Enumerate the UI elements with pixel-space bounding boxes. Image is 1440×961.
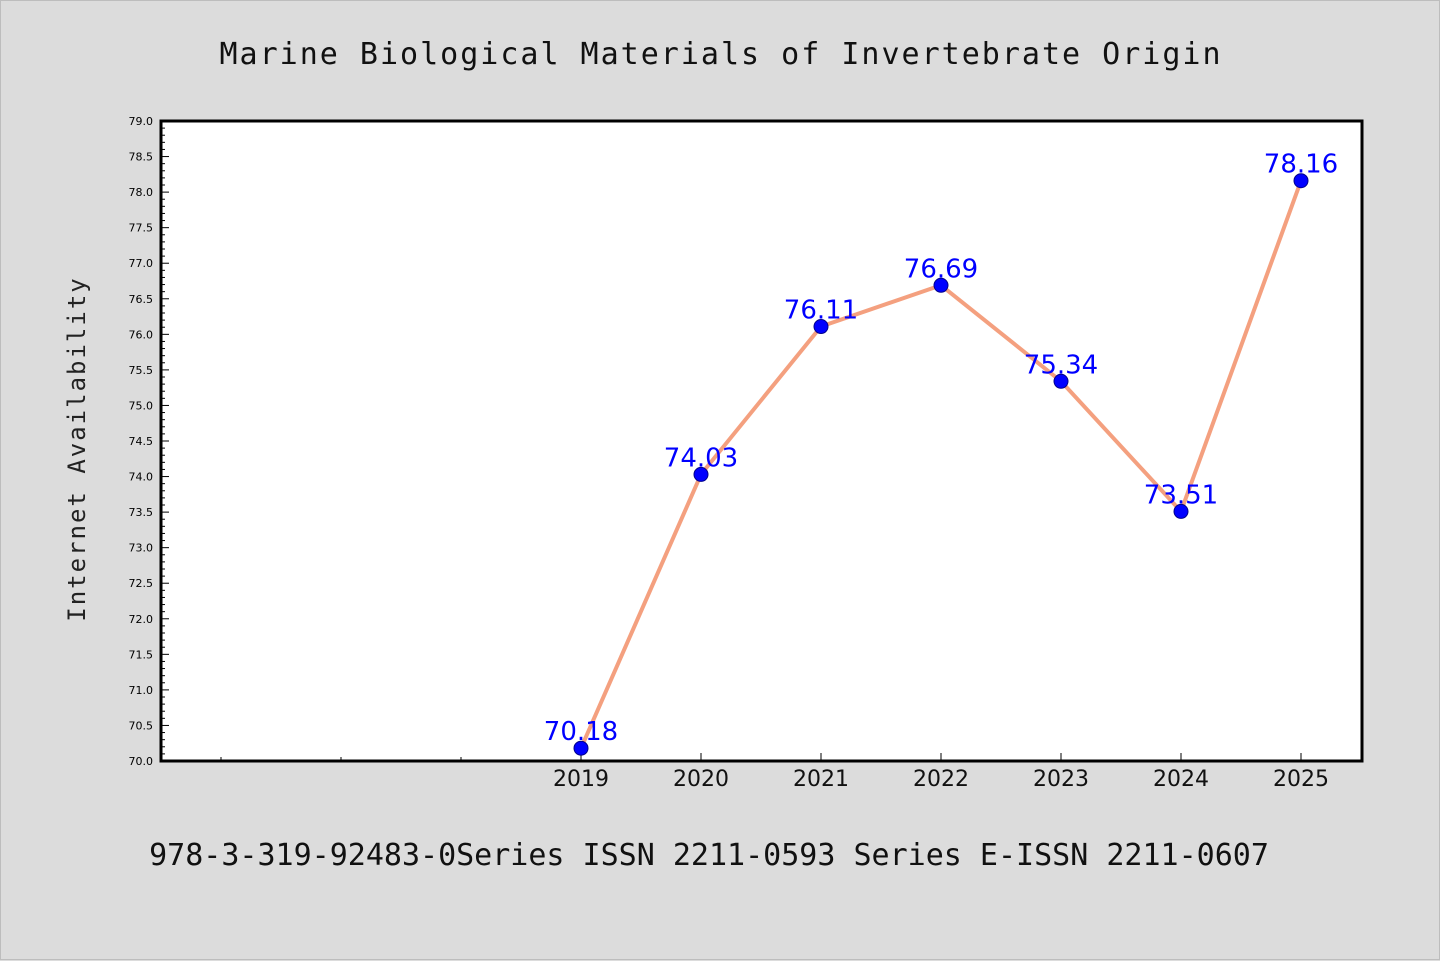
y-tick-label: 71.5: [129, 648, 154, 661]
data-label: 70.18: [544, 717, 618, 747]
y-tick-label: 76.0: [129, 328, 154, 341]
y-tick-label: 70.0: [129, 755, 154, 768]
series-line-group: [573, 173, 1309, 756]
data-point: [693, 466, 709, 482]
x-tick-label: 2021: [793, 767, 849, 792]
x-tick-label: 2019: [553, 767, 609, 792]
y-tick-label: 72.5: [129, 577, 154, 590]
footer-text: 978-3-319-92483-0Series ISSN 2211-0593 S…: [149, 838, 1269, 873]
y-tick-label: 73.5: [129, 506, 154, 519]
x-tick-label: 2025: [1273, 767, 1329, 792]
data-point: [933, 277, 949, 293]
data-point: [573, 740, 589, 756]
y-tick-label: 74.0: [129, 471, 154, 484]
data-point: [1293, 173, 1309, 189]
y-tick-label: 78.5: [129, 151, 154, 164]
y-tick-label: 70.5: [129, 719, 154, 732]
y-tick-label: 78.0: [129, 186, 154, 199]
data-point: [813, 319, 829, 335]
y-tick-label: 75.5: [129, 364, 154, 377]
data-point: [1053, 373, 1069, 389]
plot-area: [159, 119, 1364, 763]
y-tick-label: 76.5: [129, 293, 154, 306]
x-axis: 2019 2020 2021 2022 2023 2024 2025: [220, 753, 1329, 792]
y-tick-label: 71.0: [129, 684, 154, 697]
data-point: [1173, 503, 1189, 519]
y-axis: 70.0 70.5 71.0 71.5 72.0 72.5 73.0 73.5 74.0 74.5…: [129, 115, 169, 768]
x-tick-label: 2020: [673, 767, 729, 792]
data-label: 75.34: [1024, 350, 1098, 380]
data-label: 73.51: [1144, 480, 1218, 510]
y-axis-label: Internet Availability: [63, 276, 91, 621]
y-tick-label: 73.0: [129, 542, 154, 555]
x-tick-label: 2024: [1153, 767, 1209, 792]
y-tick-label: 74.5: [129, 435, 154, 448]
x-tick-label: 2023: [1033, 767, 1089, 792]
y-tick-label: 77.0: [129, 257, 154, 270]
y-tick-label: 79.0: [129, 115, 154, 128]
y-tick-label: 75.0: [129, 399, 154, 412]
data-label: 74.03: [664, 443, 738, 473]
y-tick-label: 77.5: [129, 222, 154, 235]
data-label: 76.11: [784, 296, 858, 326]
chart-title: Marine Biological Materials of Invertebr…: [219, 37, 1222, 72]
x-tick-label: 2022: [913, 767, 969, 792]
data-label: 78.16: [1264, 150, 1338, 180]
data-labels: 70.18 74.03 76.11 76.69 75.34 73.51 78.16: [544, 150, 1338, 747]
y-tick-label: 72.0: [129, 613, 154, 626]
data-label: 76.69: [904, 254, 978, 284]
